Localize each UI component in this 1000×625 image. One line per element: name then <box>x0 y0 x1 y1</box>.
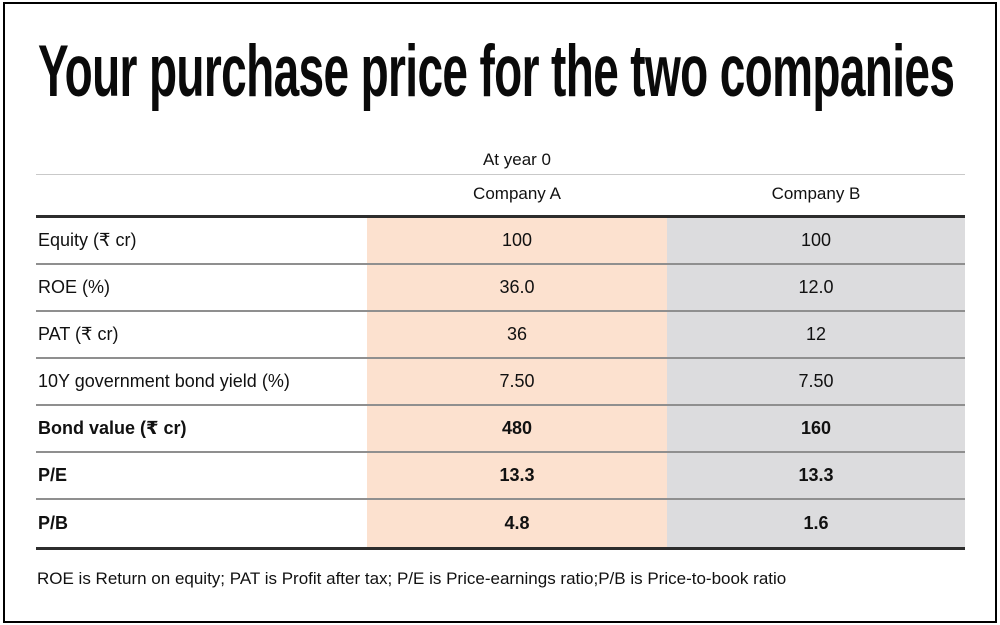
company-b-value: 160 <box>667 406 965 451</box>
company-b-value: 100 <box>667 218 965 263</box>
table-row: Bond value (₹ cr) 480 160 <box>36 406 965 453</box>
company-a-value: 13.3 <box>367 453 667 498</box>
row-label: P/E <box>36 453 367 498</box>
company-b-value: 7.50 <box>667 359 965 404</box>
header-divider <box>36 174 965 175</box>
table-row: 10Y government bond yield (%) 7.50 7.50 <box>36 359 965 406</box>
page-title: Your purchase price for the two companie… <box>38 31 955 112</box>
company-a-value: 36.0 <box>367 265 667 310</box>
row-label: Bond value (₹ cr) <box>36 406 367 451</box>
row-label: PAT (₹ cr) <box>36 312 367 357</box>
group-header: At year 0 <box>482 150 552 169</box>
company-b-value: 1.6 <box>667 500 965 547</box>
card-frame: Your purchase price for the two companie… <box>3 2 997 623</box>
table-row: P/B 4.8 1.6 <box>36 500 965 547</box>
company-b-value: 13.3 <box>667 453 965 498</box>
row-label: P/B <box>36 500 367 547</box>
company-a-value: 36 <box>367 312 667 357</box>
row-label: ROE (%) <box>36 265 367 310</box>
row-label: 10Y government bond yield (%) <box>36 359 367 404</box>
company-a-value: 480 <box>367 406 667 451</box>
company-a-value: 7.50 <box>367 359 667 404</box>
table-row: Equity (₹ cr) 100 100 <box>36 218 965 265</box>
table-row: PAT (₹ cr) 36 12 <box>36 312 965 359</box>
table-row: ROE (%) 36.0 12.0 <box>36 265 965 312</box>
column-header-company-a: Company A <box>473 184 561 203</box>
data-table: Equity (₹ cr) 100 100 ROE (%) 36.0 12.0 … <box>36 215 965 550</box>
company-b-value: 12.0 <box>667 265 965 310</box>
footnote: ROE is Return on equity; PAT is Profit a… <box>37 569 787 588</box>
company-b-value: 12 <box>667 312 965 357</box>
table-row: P/E 13.3 13.3 <box>36 453 965 500</box>
column-header-company-b: Company B <box>771 184 861 203</box>
company-a-value: 100 <box>367 218 667 263</box>
row-label: Equity (₹ cr) <box>36 218 367 263</box>
company-a-value: 4.8 <box>367 500 667 547</box>
